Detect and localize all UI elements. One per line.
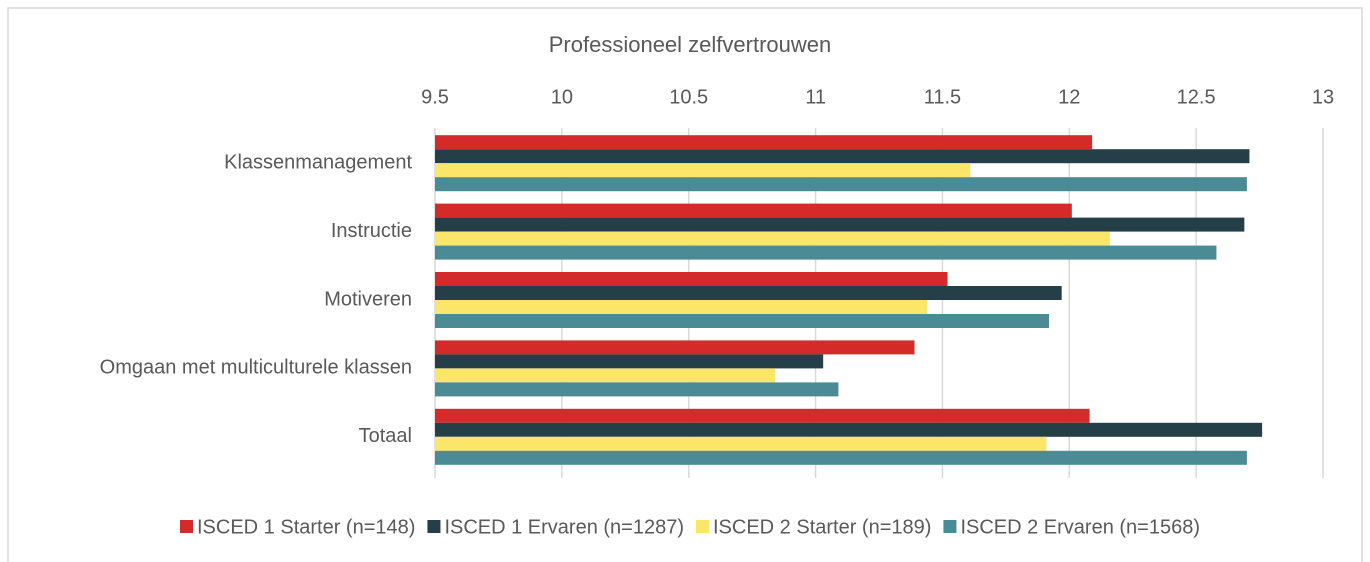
x-tick-label: 11 bbox=[805, 86, 826, 108]
bar bbox=[435, 231, 1110, 246]
legend-swatch bbox=[696, 520, 709, 533]
bar bbox=[435, 300, 928, 314]
y-tick-label: Instructie bbox=[331, 220, 412, 242]
bar bbox=[435, 354, 824, 369]
x-tick-label: 9.5 bbox=[421, 86, 449, 108]
y-tick-label: Klassenmanagement bbox=[224, 151, 412, 173]
bar bbox=[435, 163, 971, 178]
bar bbox=[435, 436, 1047, 451]
y-tick-label: Motiveren bbox=[324, 288, 412, 310]
x-tick-label: 13 bbox=[1312, 86, 1334, 108]
legend-label: ISCED 1 Ervaren (n=1287) bbox=[444, 516, 684, 538]
bar bbox=[435, 149, 1250, 164]
bar bbox=[435, 135, 1093, 150]
bar bbox=[435, 422, 1263, 437]
bar bbox=[435, 368, 775, 383]
bar bbox=[435, 286, 1062, 300]
x-tick-label: 12 bbox=[1058, 86, 1080, 108]
bar bbox=[435, 272, 948, 286]
bar bbox=[435, 203, 1072, 218]
bar bbox=[435, 314, 1049, 328]
chart-border bbox=[7, 7, 1363, 562]
bar bbox=[435, 340, 915, 355]
legend-swatch bbox=[427, 520, 441, 533]
x-tick-label: 11.5 bbox=[924, 86, 961, 108]
y-tick-label: Omgaan met multiculturele klassen bbox=[100, 357, 412, 379]
x-tick-label: 12.5 bbox=[1177, 86, 1216, 108]
bar bbox=[435, 245, 1217, 260]
axis-title: Professioneel zelfvertrouwen bbox=[549, 32, 831, 57]
legend-label: ISCED 1 Starter (n=148) bbox=[197, 516, 415, 538]
x-tick-label: 10 bbox=[551, 86, 573, 108]
legend-label: ISCED 2 Ervaren (n=1568) bbox=[960, 516, 1200, 538]
bar bbox=[435, 217, 1245, 232]
legend-label: ISCED 2 Starter (n=189) bbox=[713, 516, 931, 538]
y-tick-label: Totaal bbox=[359, 425, 412, 447]
bar bbox=[435, 450, 1247, 465]
x-tick-label: 10.5 bbox=[669, 86, 708, 108]
legend-swatch bbox=[943, 520, 957, 533]
bar bbox=[435, 382, 839, 397]
bar bbox=[435, 177, 1247, 192]
bar bbox=[435, 408, 1090, 423]
legend-swatch bbox=[180, 520, 193, 533]
